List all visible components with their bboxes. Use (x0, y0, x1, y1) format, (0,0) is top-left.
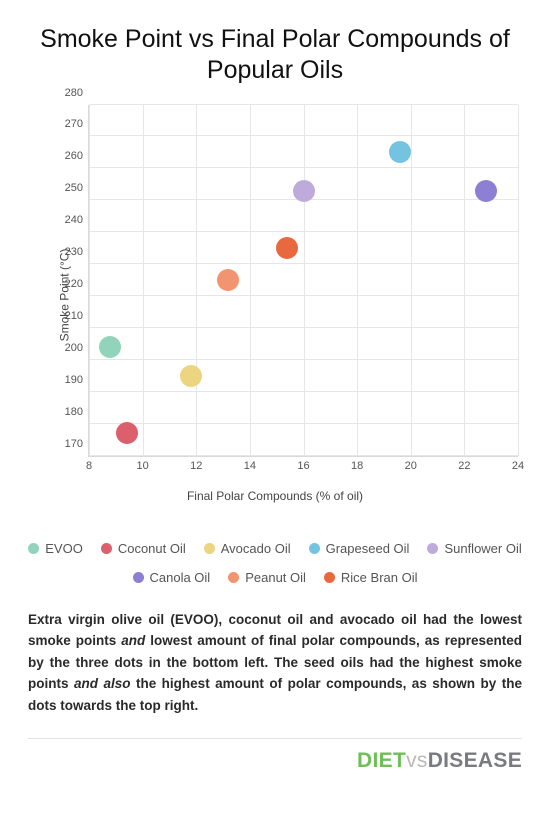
legend-label: EVOO (45, 541, 83, 556)
legend-swatch (204, 543, 215, 554)
legend-item: EVOO (28, 541, 83, 556)
y-tick-label: 280 (65, 87, 89, 99)
legend-swatch (427, 543, 438, 554)
legend-item: Avocado Oil (204, 541, 291, 556)
data-point (389, 141, 411, 163)
legend-label: Coconut Oil (118, 541, 186, 556)
legend-swatch (309, 543, 320, 554)
gridline-v (196, 105, 197, 456)
chart-title: Smoke Point vs Final Polar Compounds of … (28, 24, 522, 87)
x-axis-label: Final Polar Compounds (% of oil) (28, 489, 522, 503)
legend-label: Avocado Oil (221, 541, 291, 556)
data-point (116, 422, 138, 444)
data-point (99, 336, 121, 358)
legend-item: Peanut Oil (228, 570, 306, 585)
legend-label: Grapeseed Oil (326, 541, 410, 556)
gridline-v (304, 105, 305, 456)
gridline-v (89, 105, 90, 456)
y-tick-label: 220 (65, 278, 89, 290)
legend-label: Canola Oil (150, 570, 211, 585)
x-tick-label: 12 (190, 456, 202, 472)
x-tick-label: 16 (297, 456, 309, 472)
gridline-v (250, 105, 251, 456)
legend-label: Sunflower Oil (444, 541, 521, 556)
divider (28, 738, 522, 739)
y-tick-label: 260 (65, 150, 89, 162)
legend-label: Peanut Oil (245, 570, 306, 585)
gridline-v (143, 105, 144, 456)
data-point (293, 180, 315, 202)
legend-swatch (133, 572, 144, 583)
legend-item: Grapeseed Oil (309, 541, 410, 556)
brand-logo: DIETvsDISEASE (28, 749, 522, 773)
x-tick-label: 14 (244, 456, 256, 472)
y-tick-label: 190 (65, 374, 89, 386)
x-tick-label: 8 (86, 456, 92, 472)
data-point (180, 365, 202, 387)
legend-item: Canola Oil (133, 570, 211, 585)
legend-item: Coconut Oil (101, 541, 186, 556)
data-point (217, 269, 239, 291)
y-tick-label: 170 (65, 438, 89, 450)
description-text: Extra virgin olive oil (EVOO), coconut o… (28, 609, 522, 717)
gridline-v (357, 105, 358, 456)
legend-swatch (28, 543, 39, 554)
y-tick-label: 210 (65, 310, 89, 322)
x-tick-label: 20 (405, 456, 417, 472)
legend-label: Rice Bran Oil (341, 570, 418, 585)
y-tick-label: 200 (65, 342, 89, 354)
brand-part-vs: vs (406, 749, 428, 772)
chart-area: Smoke Point (°C) 17018019020021022023024… (28, 105, 522, 485)
legend-swatch (228, 572, 239, 583)
y-tick-label: 270 (65, 118, 89, 130)
legend: EVOO Coconut Oil Avocado Oil Grapeseed Oil S… (28, 541, 522, 585)
gridline-v (411, 105, 412, 456)
y-tick-label: 230 (65, 246, 89, 258)
data-point (276, 237, 298, 259)
gridline-v (464, 105, 465, 456)
plot-region: 1701801902002102202302402502602702808101… (88, 105, 518, 457)
legend-item: Sunflower Oil (427, 541, 521, 556)
x-tick-label: 10 (137, 456, 149, 472)
legend-swatch (324, 572, 335, 583)
gridline-v (518, 105, 519, 456)
brand-part-diet: DIET (357, 749, 406, 772)
y-axis-label: Smoke Point (°C) (57, 248, 71, 341)
legend-swatch (101, 543, 112, 554)
x-tick-label: 18 (351, 456, 363, 472)
y-tick-label: 180 (65, 406, 89, 418)
x-tick-label: 22 (458, 456, 470, 472)
data-point (475, 180, 497, 202)
brand-part-disease: DISEASE (428, 749, 522, 772)
legend-item: Rice Bran Oil (324, 570, 418, 585)
y-tick-label: 250 (65, 182, 89, 194)
x-tick-label: 24 (512, 456, 524, 472)
y-tick-label: 240 (65, 214, 89, 226)
